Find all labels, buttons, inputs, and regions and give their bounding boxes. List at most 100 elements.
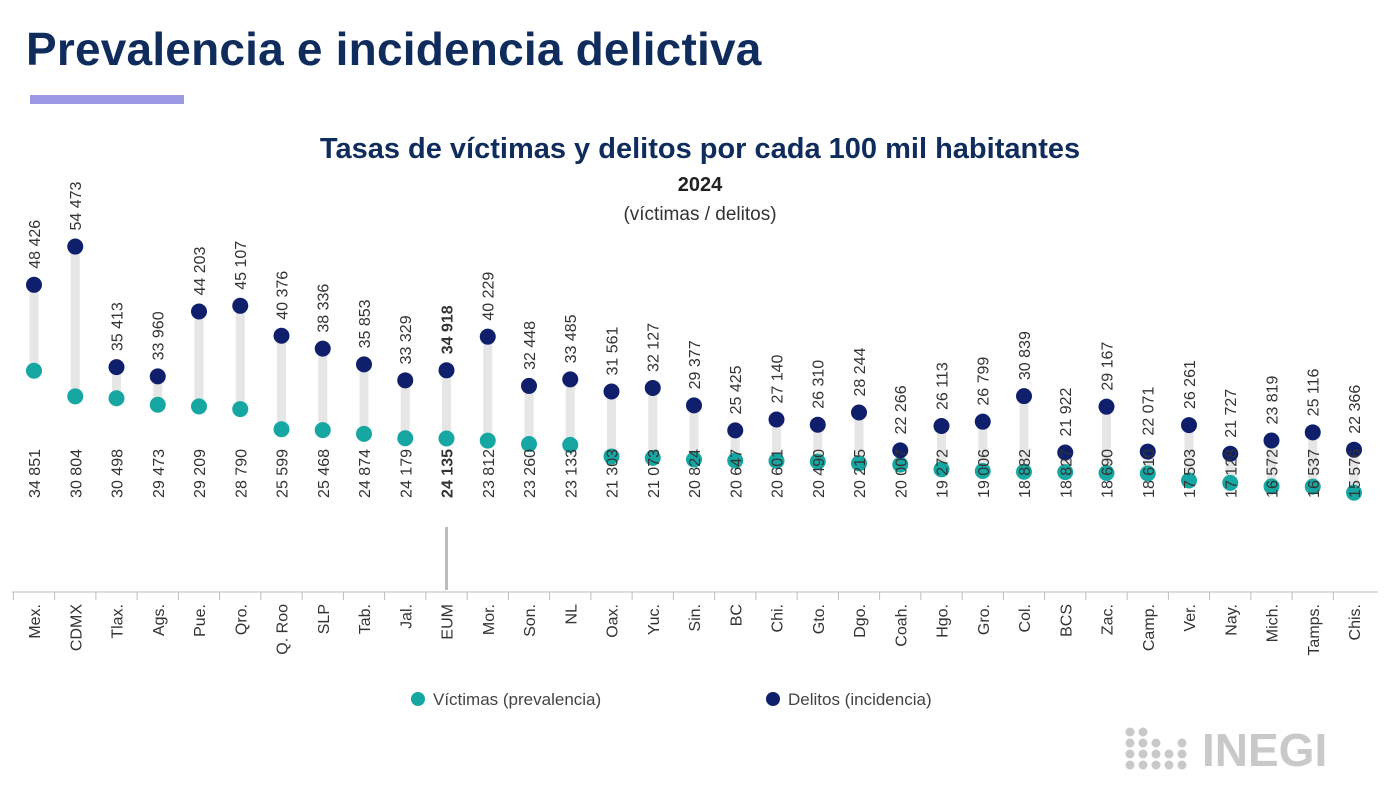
victimas-point	[273, 421, 290, 438]
logo-dot	[1177, 760, 1187, 770]
logo-dot	[1151, 760, 1161, 770]
chart-subtitle: 2024	[678, 174, 723, 196]
delitos-value-label: 29 377	[687, 340, 704, 389]
victimas-value-label: 20 490	[811, 449, 828, 498]
victimas-point	[232, 401, 249, 418]
victimas-value-label: 19 272	[935, 449, 952, 498]
delitos-point	[1098, 398, 1115, 415]
chart-note: (víctimas / delitos)	[623, 204, 776, 225]
victimas-point	[892, 456, 909, 473]
victimas-point	[108, 390, 125, 407]
delitos-point	[397, 372, 414, 389]
legend-label: Delitos (incidencia)	[788, 690, 932, 709]
legend-marker	[411, 692, 425, 706]
victimas-value-label: 24 135	[440, 449, 457, 498]
delitos-point	[603, 383, 620, 400]
victimas-point	[809, 453, 826, 470]
victimas-value-label: 23 812	[481, 449, 498, 498]
delitos-value-label: 28 244	[852, 347, 869, 396]
delitos-value-label: 38 336	[316, 284, 333, 333]
inegi-logo-text: INEGI	[1202, 724, 1327, 774]
victimas-point	[562, 436, 579, 453]
delitos-point	[1181, 417, 1197, 434]
x-axis-category-label: Dgo.	[852, 604, 869, 638]
delitos-point	[232, 297, 249, 314]
x-axis-category-label: EUM	[440, 604, 457, 640]
delitos-value-label: 35 413	[110, 302, 127, 351]
delitos-point	[149, 368, 166, 385]
victimas-value-label: 25 468	[316, 449, 333, 498]
delitos-point	[356, 356, 372, 373]
victimas-point	[1057, 464, 1074, 481]
logo-dot	[1164, 749, 1174, 759]
victimas-point	[851, 455, 867, 472]
victimas-point	[1263, 478, 1280, 495]
delitos-value-label: 29 167	[1100, 342, 1117, 391]
delitos-point	[1222, 445, 1239, 462]
delitos-value-label: 30 839	[1017, 331, 1034, 380]
x-axis-category-label: Yuc.	[646, 604, 663, 635]
logo-dot	[1125, 727, 1135, 737]
delitos-point	[1057, 444, 1074, 461]
x-axis-category-label: Jal.	[398, 604, 415, 629]
victimas-point	[1139, 465, 1156, 482]
victimas-point	[768, 452, 785, 469]
victimas-point	[26, 362, 42, 379]
victimas-point	[479, 432, 496, 449]
victimas-value-label: 20 647	[728, 449, 745, 498]
victimas-value-label: 30 804	[68, 449, 85, 498]
delitos-point	[562, 371, 579, 388]
chart-title: Tasas de víctimas y delitos por cada 100…	[320, 133, 1080, 165]
x-axis-category-label: Tlax.	[110, 604, 127, 639]
delitos-value-label: 33 329	[398, 315, 415, 364]
delitos-point	[974, 413, 991, 430]
victimas-value-label: 29 473	[151, 449, 168, 498]
victimas-value-label: 20 824	[687, 449, 704, 498]
delitos-point	[1263, 432, 1280, 449]
victimas-point	[727, 452, 744, 469]
delitos-value-label: 26 113	[935, 362, 952, 410]
logo-dot	[1125, 749, 1135, 759]
delitos-value-label: 48 426	[27, 220, 44, 269]
delitos-value-label: 33 960	[151, 311, 168, 360]
x-axis-category-label: Gto.	[811, 604, 828, 634]
delitos-value-label: 35 853	[357, 299, 374, 348]
victimas-value-label: 28 790	[233, 449, 250, 498]
delitos-value-label: 22 071	[1141, 387, 1158, 436]
delitos-point	[108, 359, 125, 376]
delitos-value-label: 32 448	[522, 321, 539, 370]
victimas-value-label: 18 827	[1058, 449, 1075, 498]
victimas-point	[603, 448, 620, 465]
logo-dot	[1125, 760, 1135, 770]
victimas-value-label: 19 006	[976, 449, 993, 498]
logo-dot	[1151, 738, 1161, 748]
x-axis-category-label: Coah.	[893, 604, 910, 647]
victimas-value-label: 18 882	[1017, 449, 1034, 498]
delitos-point	[892, 442, 909, 459]
x-axis-category-label: Oax.	[605, 604, 622, 638]
delitos-value-label: 54 473	[68, 181, 85, 230]
delitos-point	[1139, 443, 1156, 460]
logo-dot	[1138, 727, 1148, 737]
victimas-point	[521, 436, 537, 453]
victimas-point	[1181, 472, 1197, 489]
x-axis-category-label: Q. Roo	[275, 604, 292, 655]
delitos-value-label: 22 266	[893, 385, 910, 434]
delitos-point	[933, 418, 950, 435]
logo-dot	[1138, 760, 1148, 770]
x-axis-category-label: NL	[563, 604, 580, 625]
x-axis-category-label: Col.	[1017, 604, 1034, 632]
delitos-point	[686, 397, 702, 414]
x-axis-category-label: Mich.	[1265, 604, 1282, 642]
x-axis-category-label: Sin.	[687, 604, 704, 632]
x-axis-category-label: BC	[728, 604, 745, 626]
x-axis-category-label: Camp.	[1141, 604, 1158, 651]
delitos-value-label: 34 918	[440, 305, 457, 354]
delitos-point	[314, 340, 331, 357]
delitos-point	[727, 422, 744, 439]
delitos-point	[479, 328, 496, 345]
victimas-point	[149, 396, 166, 413]
legend-marker	[766, 692, 780, 706]
delitos-value-label: 44 203	[192, 246, 209, 295]
